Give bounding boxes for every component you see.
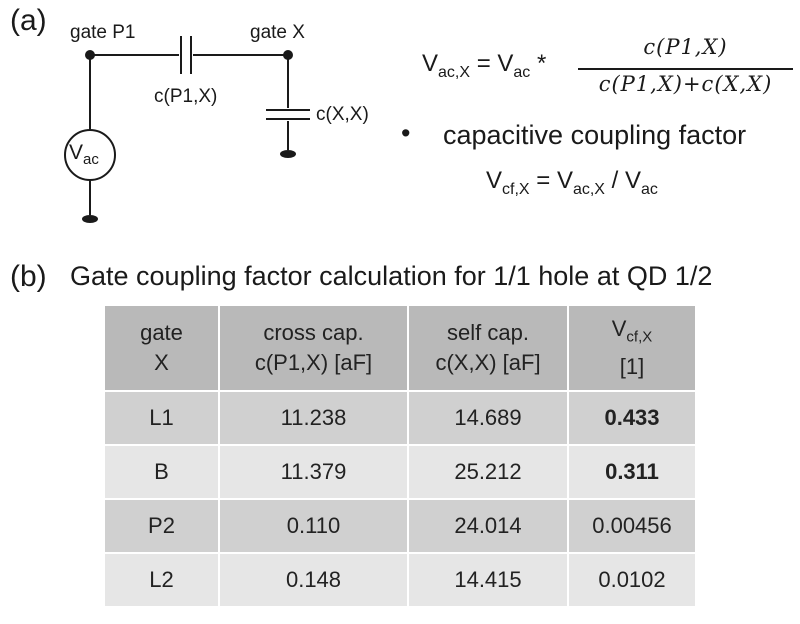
header-vcf: Vcf,X [1] xyxy=(568,306,697,392)
header-self-cap: self cap. c(X,X) [aF] xyxy=(408,306,569,392)
cross-cap-label: c(P1,X) xyxy=(154,86,218,107)
formula-vac-x: Vac,X = Vac * xyxy=(422,50,547,81)
cell-gate: B xyxy=(105,445,220,500)
formula1-lhs: Vac,X xyxy=(422,50,471,81)
cell-cross-cap: 0.110 xyxy=(219,499,409,554)
formula1-denominator: c(P1,X)+c(X,X) xyxy=(598,72,773,96)
cell-self-cap: 14.689 xyxy=(408,391,569,446)
cell-vcf: 0.433 xyxy=(568,391,697,446)
table-row: P2 0.110 24.014 0.00456 xyxy=(105,499,697,554)
cell-vcf: 0.00456 xyxy=(568,499,697,554)
formula1-rhs: Vac xyxy=(497,50,531,81)
table-row: L1 11.238 14.689 0.433 xyxy=(105,391,697,446)
table-title: Gate coupling factor calculation for 1/1… xyxy=(70,261,713,291)
cell-vcf: 0.0102 xyxy=(568,553,697,608)
panel-b-label: (b) xyxy=(10,260,47,293)
bullet-text: capacitive coupling factor xyxy=(443,120,747,150)
formula1-fraction-bar xyxy=(578,68,793,70)
formula-vcf-x: Vcf,X = Vac,X / Vac xyxy=(486,167,658,198)
cell-cross-cap: 11.238 xyxy=(219,391,409,446)
cell-self-cap: 14.415 xyxy=(408,553,569,608)
node-gate-p1 xyxy=(85,50,95,60)
table-row: L2 0.148 14.415 0.0102 xyxy=(105,553,697,608)
cell-gate: L2 xyxy=(105,553,220,608)
formula1-numerator: c(P1,X) xyxy=(643,35,728,59)
table-header-row: gate X cross cap. c(P1,X) [aF] self cap. c(… xyxy=(105,306,697,392)
circuit-diagram xyxy=(64,36,310,223)
cell-cross-cap: 0.148 xyxy=(219,553,409,608)
gate-p1-label: gate P1 xyxy=(70,22,136,43)
cell-gate: L1 xyxy=(105,391,220,446)
source-label: Vac xyxy=(69,141,99,169)
header-cross-cap: cross cap. c(P1,X) [aF] xyxy=(219,306,409,392)
cell-self-cap: 24.014 xyxy=(408,499,569,554)
bullet-dot: • xyxy=(401,118,411,148)
node-gate-x xyxy=(283,50,293,60)
coupling-factor-table: gate X cross cap. c(P1,X) [aF] self cap. c(… xyxy=(105,306,697,608)
cell-gate: P2 xyxy=(105,499,220,554)
ground-symbol-self-cap xyxy=(280,150,296,158)
gate-x-label: gate X xyxy=(250,22,305,43)
cell-vcf: 0.311 xyxy=(568,445,697,500)
self-cap-label: c(X,X) xyxy=(316,104,369,125)
panel-a-label: (a) xyxy=(10,4,47,37)
cell-self-cap: 25.212 xyxy=(408,445,569,500)
table-row: B 11.379 25.212 0.311 xyxy=(105,445,697,500)
cell-cross-cap: 11.379 xyxy=(219,445,409,500)
header-gate: gate X xyxy=(105,306,220,392)
ground-symbol-source xyxy=(82,215,98,223)
